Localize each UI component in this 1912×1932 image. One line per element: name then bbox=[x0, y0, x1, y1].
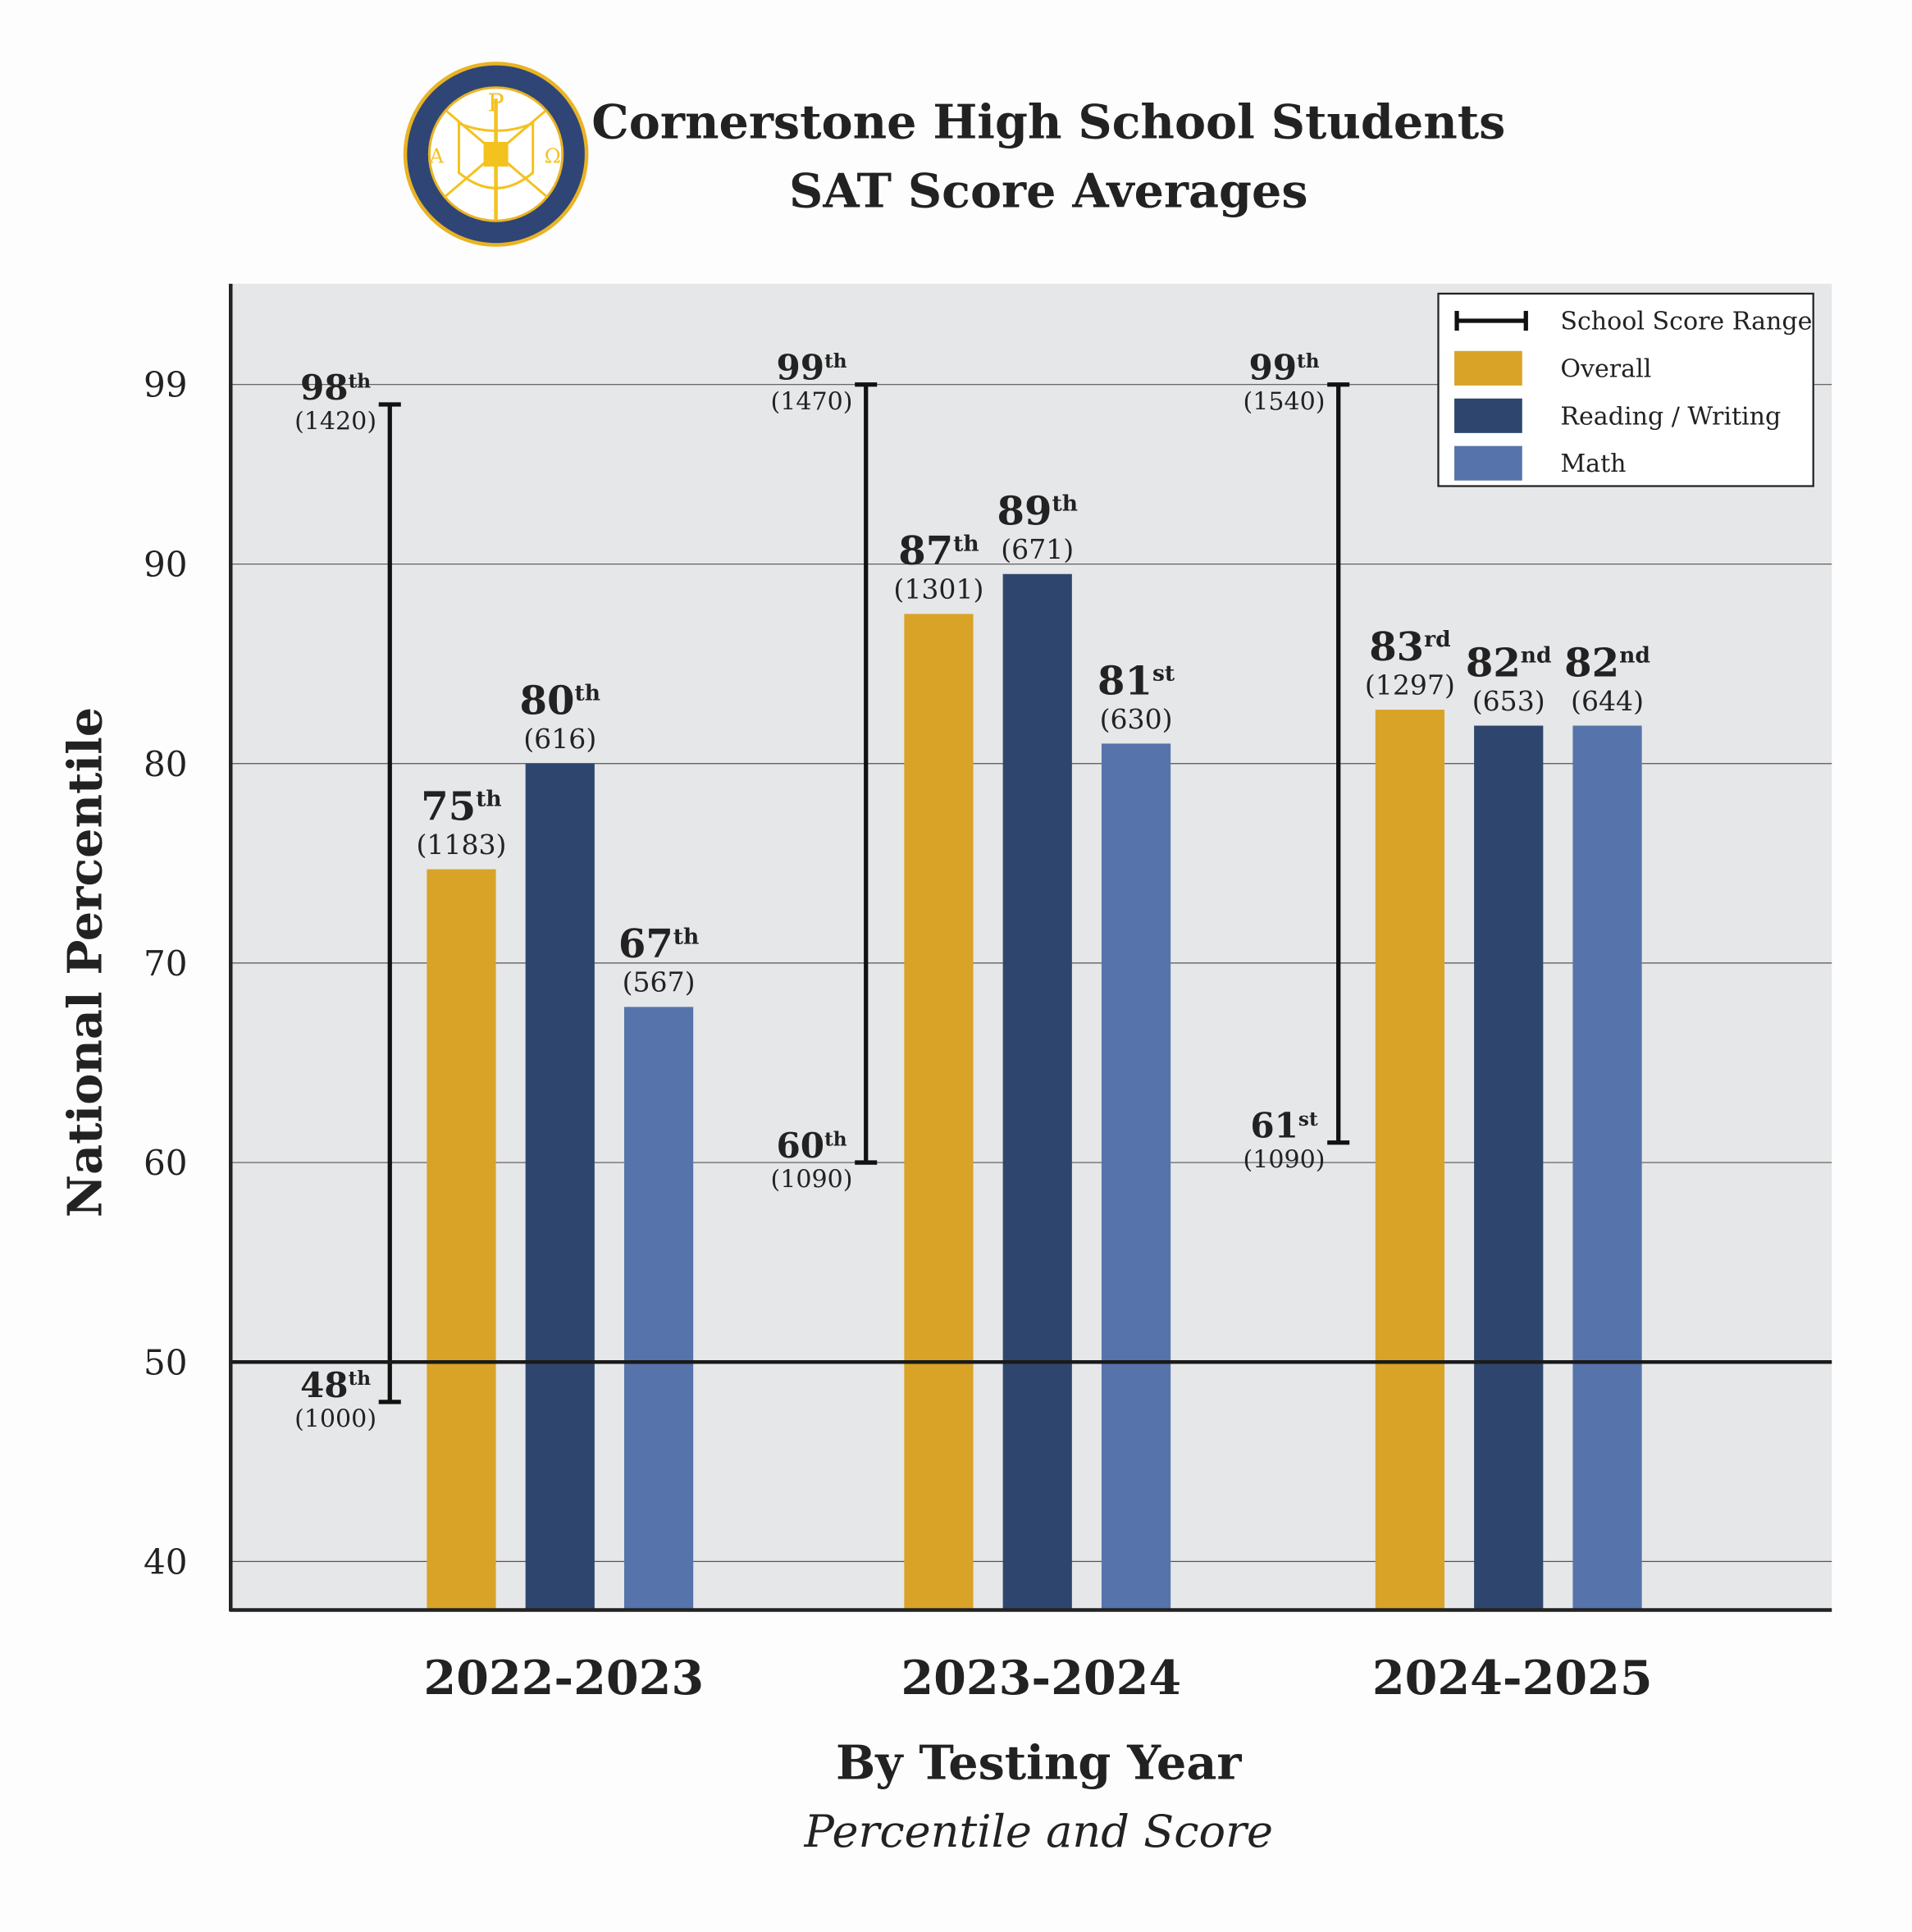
legend-label: Math bbox=[1560, 450, 1626, 478]
logo-letter-alpha: A bbox=[429, 145, 445, 168]
range-high-label-percentile: 99th bbox=[777, 347, 847, 388]
y-tick-label: 50 bbox=[144, 1342, 188, 1382]
legend-label: School Score Range bbox=[1560, 308, 1812, 336]
y-tick-label: 90 bbox=[144, 545, 188, 585]
logo-letter-p: P bbox=[487, 89, 504, 117]
legend: School Score Range Overall Reading / Writi… bbox=[1437, 292, 1814, 487]
x-axis-subtitle: Percentile and Score bbox=[803, 1806, 1273, 1857]
bar-label-percentile: 89th bbox=[997, 489, 1078, 535]
y-tick-label: 80 bbox=[144, 744, 188, 784]
bar-label-score: (616) bbox=[523, 723, 596, 755]
range-low-label-percentile: 61st bbox=[1250, 1105, 1318, 1146]
legend-label: Reading / Writing bbox=[1560, 402, 1781, 431]
bar-reading_writing bbox=[525, 763, 595, 1610]
range-high-label-percentile: 98th bbox=[300, 367, 371, 408]
y-tick-label: 70 bbox=[144, 943, 188, 984]
x-category-label: 2023-2024 bbox=[901, 1651, 1181, 1706]
y-tick-label: 60 bbox=[144, 1143, 188, 1183]
legend-swatch-reading_writing bbox=[1454, 398, 1522, 433]
bar-label-score: (1297) bbox=[1365, 669, 1455, 701]
bar-label-score: (671) bbox=[1001, 533, 1074, 565]
range-high-label-score: (1470) bbox=[771, 387, 853, 416]
bar-label-score: (567) bbox=[623, 966, 696, 998]
range-high-label-percentile: 99th bbox=[1248, 347, 1319, 388]
range-high-label-score: (1420) bbox=[294, 408, 376, 436]
bar-math bbox=[623, 1007, 694, 1610]
y-axis-title: National Percentile bbox=[57, 707, 112, 1217]
bar-overall bbox=[427, 869, 496, 1610]
range-low-label-percentile: 48th bbox=[300, 1364, 371, 1405]
legend-swatch-math bbox=[1454, 445, 1522, 481]
chart-title-line1: Cornerstone High School Students bbox=[591, 94, 1505, 149]
bar-label-score: (644) bbox=[1571, 685, 1644, 717]
bar-math bbox=[1101, 743, 1171, 1610]
range-high-label-score: (1540) bbox=[1243, 387, 1326, 416]
bar-label-percentile: 87th bbox=[898, 528, 979, 574]
range-low-label-percentile: 60th bbox=[777, 1125, 847, 1166]
bar-overall bbox=[904, 614, 974, 1610]
y-tick-label: 40 bbox=[144, 1541, 188, 1582]
bar-label-percentile: 81st bbox=[1097, 658, 1175, 704]
x-axis-title: By Testing Year bbox=[836, 1736, 1242, 1791]
legend-label: Overall bbox=[1560, 354, 1651, 383]
range-low-label-score: (1000) bbox=[294, 1405, 376, 1434]
school-logo: P A Ω bbox=[403, 62, 589, 247]
bar-math bbox=[1572, 725, 1642, 1610]
bar-label-percentile: 83rd bbox=[1369, 624, 1450, 670]
bar-label-score: (1301) bbox=[893, 573, 983, 605]
bar-label-percentile: 75th bbox=[421, 783, 501, 829]
bar-label-percentile: 82nd bbox=[1466, 640, 1552, 686]
range-low-label-score: (1090) bbox=[1243, 1145, 1326, 1174]
bar-label-percentile: 67th bbox=[618, 921, 699, 967]
bar-label-percentile: 82nd bbox=[1564, 640, 1650, 686]
bar-reading_writing bbox=[1474, 725, 1544, 1610]
bar-label-percentile: 80th bbox=[520, 678, 600, 724]
logo-letter-omega: Ω bbox=[545, 145, 561, 168]
range-low-label-score: (1090) bbox=[771, 1166, 853, 1194]
bar-label-score: (1183) bbox=[416, 829, 506, 861]
bar-label-score: (630) bbox=[1100, 703, 1173, 735]
y-tick-label: 99 bbox=[144, 365, 188, 405]
x-category-label: 2022-2023 bbox=[423, 1651, 704, 1706]
bar-label-score: (653) bbox=[1472, 685, 1545, 717]
chart-title-line2: SAT Score Averages bbox=[789, 164, 1307, 219]
bar-overall bbox=[1375, 710, 1445, 1610]
legend-swatch-overall bbox=[1454, 350, 1522, 386]
x-category-label: 2024-2025 bbox=[1372, 1651, 1653, 1706]
bar-reading_writing bbox=[1002, 573, 1072, 1610]
